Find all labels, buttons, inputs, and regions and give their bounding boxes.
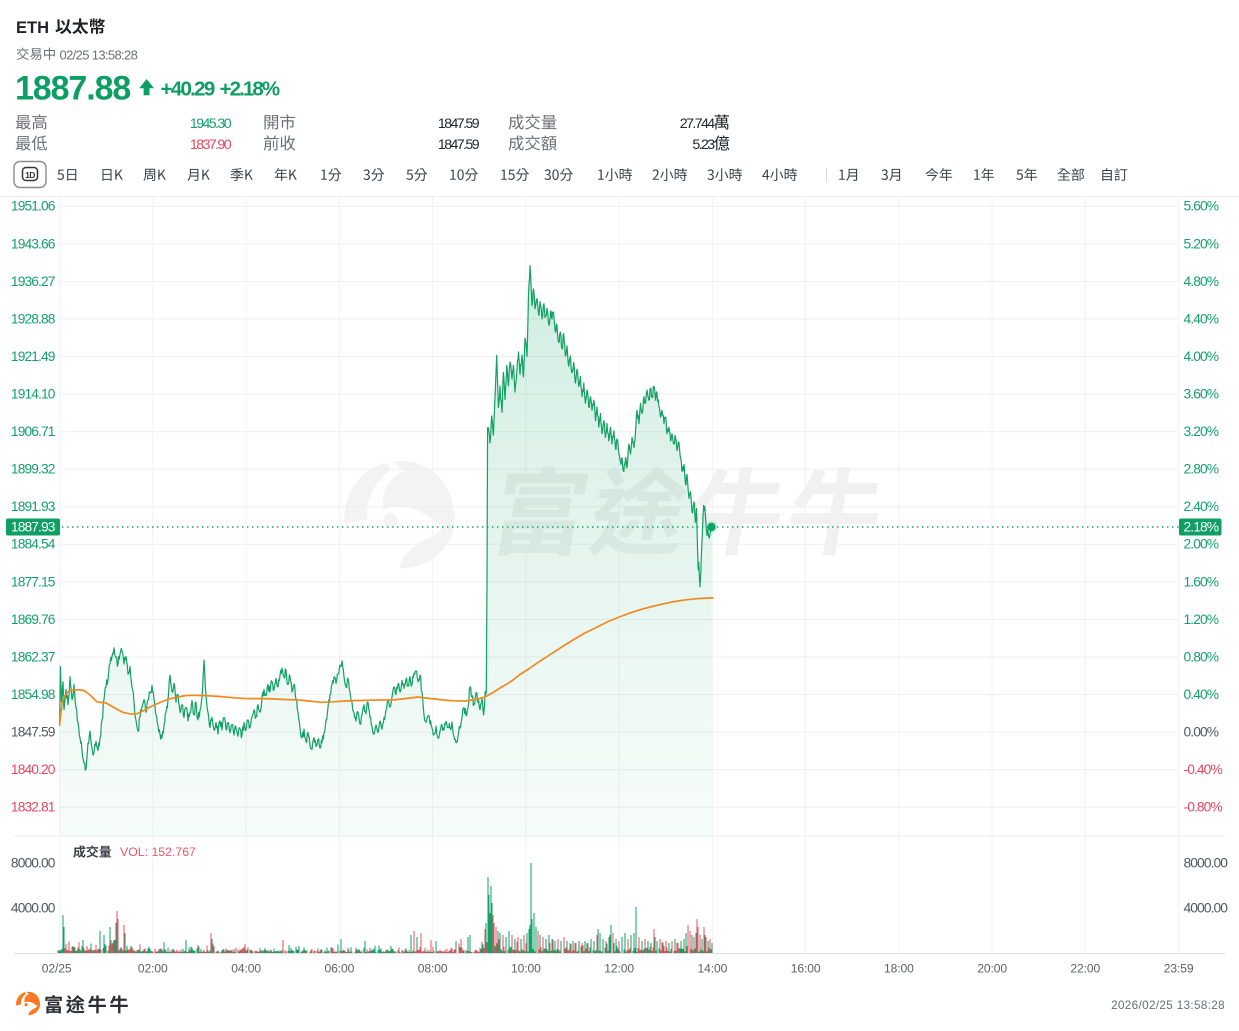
svg-text:8000.00: 8000.00: [11, 855, 56, 870]
svg-text:2.18%: 2.18%: [1184, 520, 1219, 535]
svg-text:2.40%: 2.40%: [1184, 499, 1219, 514]
svg-text:1840.20: 1840.20: [11, 762, 56, 777]
svg-text:1945.30: 1945.30: [190, 116, 232, 132]
svg-text:16:00: 16:00: [791, 962, 821, 976]
svg-text:4000.00: 4000.00: [1184, 900, 1229, 915]
svg-text:02:00: 02:00: [138, 962, 168, 976]
svg-text:1854.98: 1854.98: [11, 687, 56, 702]
svg-text:02/25: 02/25: [42, 962, 72, 976]
svg-text:1847.59: 1847.59: [11, 725, 56, 740]
svg-text:1884.54: 1884.54: [11, 537, 56, 552]
svg-text:1906.71: 1906.71: [11, 424, 55, 439]
svg-text:22:00: 22:00: [1070, 962, 1100, 976]
svg-text:1837.90: 1837.90: [190, 137, 232, 153]
svg-text:3.60%: 3.60%: [1184, 387, 1219, 402]
svg-text:1921.49: 1921.49: [11, 349, 56, 364]
svg-text:18:00: 18:00: [884, 962, 914, 976]
svg-text:10:00: 10:00: [511, 962, 541, 976]
svg-text:1877.15: 1877.15: [11, 574, 56, 589]
svg-text:04:00: 04:00: [231, 962, 261, 976]
svg-text:+40.29: +40.29: [161, 77, 215, 100]
svg-text:1951.06: 1951.06: [11, 199, 56, 214]
svg-text:2.00%: 2.00%: [1184, 537, 1219, 552]
svg-text:-0.40%: -0.40%: [1184, 762, 1223, 777]
svg-text:1943.66: 1943.66: [11, 236, 56, 251]
svg-text:1914.10: 1914.10: [11, 387, 56, 402]
svg-text:12:00: 12:00: [604, 962, 634, 976]
svg-text:0.00%: 0.00%: [1184, 725, 1219, 740]
svg-text:1.60%: 1.60%: [1184, 574, 1219, 589]
svg-text:4.00%: 4.00%: [1184, 349, 1219, 364]
svg-text:1D: 1D: [25, 170, 35, 180]
svg-text:ETH: ETH: [16, 19, 49, 37]
svg-text:5.23: 5.23: [692, 137, 715, 153]
svg-text:5.20%: 5.20%: [1184, 236, 1219, 251]
svg-text:1847.59: 1847.59: [438, 116, 480, 132]
svg-text:06:00: 06:00: [325, 962, 355, 976]
svg-text:27.744: 27.744: [680, 116, 716, 132]
svg-text:1891.93: 1891.93: [11, 499, 56, 514]
svg-text:0.40%: 0.40%: [1184, 687, 1219, 702]
svg-text:1887.88: 1887.88: [15, 70, 130, 108]
svg-text:4.80%: 4.80%: [1184, 274, 1219, 289]
svg-text:20:00: 20:00: [977, 962, 1007, 976]
svg-text:23:59: 23:59: [1164, 962, 1194, 976]
svg-text:0.80%: 0.80%: [1184, 649, 1219, 664]
svg-text:1887.93: 1887.93: [11, 520, 56, 535]
svg-text:5.60%: 5.60%: [1184, 199, 1219, 214]
svg-text:1.20%: 1.20%: [1184, 612, 1219, 627]
svg-text:1869.76: 1869.76: [11, 612, 56, 627]
svg-text:1832.81: 1832.81: [11, 800, 55, 815]
svg-text:4000.00: 4000.00: [11, 900, 56, 915]
svg-text:08:00: 08:00: [418, 962, 448, 976]
svg-text:14:00: 14:00: [698, 962, 728, 976]
svg-text:1899.32: 1899.32: [11, 462, 55, 477]
svg-text:4.40%: 4.40%: [1184, 311, 1219, 326]
svg-text:1862.37: 1862.37: [11, 649, 55, 664]
svg-text:2.80%: 2.80%: [1184, 462, 1219, 477]
svg-text:VOL: 152.767: VOL: 152.767: [120, 845, 196, 859]
svg-text:1928.88: 1928.88: [11, 311, 56, 326]
svg-text:1936.27: 1936.27: [11, 274, 55, 289]
svg-text:+2.18%: +2.18%: [220, 77, 280, 100]
svg-text:02/25 13:58:28: 02/25 13:58:28: [60, 47, 138, 62]
svg-text:2026/02/25 13:58:28: 2026/02/25 13:58:28: [1111, 999, 1225, 1012]
svg-text:-0.80%: -0.80%: [1184, 800, 1223, 815]
svg-text:1847.59: 1847.59: [438, 137, 480, 153]
svg-text:3.20%: 3.20%: [1184, 424, 1219, 439]
svg-text:8000.00: 8000.00: [1184, 855, 1229, 870]
